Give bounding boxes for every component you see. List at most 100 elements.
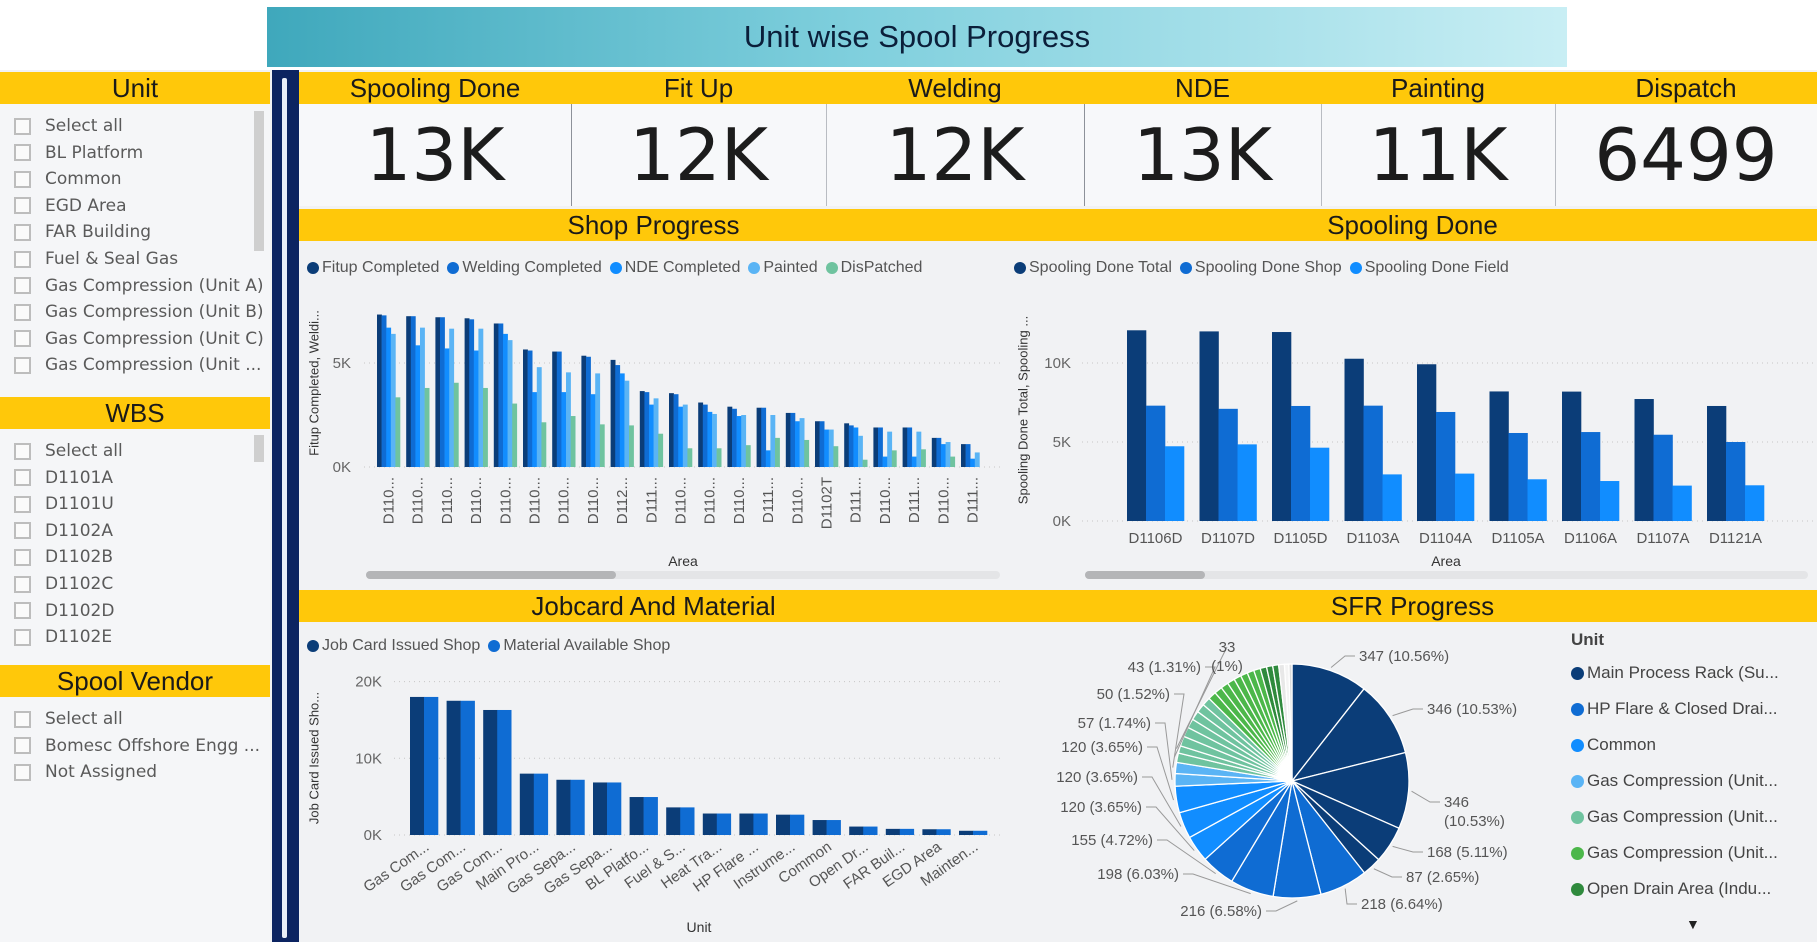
- slicer-item[interactable]: Gas Compression (Unit A): [14, 275, 263, 297]
- bar[interactable]: [483, 387, 488, 467]
- bar[interactable]: [666, 807, 681, 835]
- bar[interactable]: [911, 456, 917, 467]
- slicer-item[interactable]: Fuel & Seal Gas: [14, 248, 178, 270]
- bar[interactable]: [552, 351, 558, 467]
- bar[interactable]: [386, 327, 392, 467]
- bar[interactable]: [727, 406, 733, 467]
- bar[interactable]: [961, 444, 966, 467]
- bar[interactable]: [527, 350, 533, 467]
- bar[interactable]: [790, 412, 796, 467]
- checkbox[interactable]: [14, 602, 31, 620]
- bar[interactable]: [561, 392, 567, 467]
- bar[interactable]: [595, 373, 601, 467]
- bar[interactable]: [1146, 405, 1166, 521]
- slicer-item[interactable]: Gas Compression (Unit C): [14, 328, 264, 350]
- bar[interactable]: [1562, 391, 1582, 521]
- pie-slice[interactable]: [1290, 687, 1407, 783]
- bar[interactable]: [415, 345, 421, 467]
- horizontal-scrollbar[interactable]: [1085, 571, 1808, 579]
- slicer-item[interactable]: Gas Compression (Unit B): [14, 301, 264, 323]
- slicer-item[interactable]: BL Platform: [14, 142, 143, 164]
- bar[interactable]: [435, 317, 441, 467]
- slicer-item[interactable]: Common: [14, 168, 122, 190]
- bar[interactable]: [812, 820, 827, 835]
- bar[interactable]: [756, 407, 762, 467]
- legend-item[interactable]: Main Process Rack (Su...: [1571, 663, 1779, 683]
- bar[interactable]: [1382, 474, 1402, 521]
- bar[interactable]: [440, 317, 445, 467]
- legend-item[interactable]: Spooling Done Total: [1014, 259, 1172, 277]
- bar[interactable]: [610, 359, 616, 467]
- bar[interactable]: [1600, 481, 1620, 521]
- bar[interactable]: [965, 444, 971, 467]
- bar[interactable]: [921, 449, 926, 467]
- bar[interactable]: [878, 427, 883, 467]
- legend-scroll-down-icon[interactable]: ▼: [1686, 916, 1700, 932]
- legend-item[interactable]: Gas Compression (Unit...: [1571, 771, 1778, 791]
- bar[interactable]: [732, 408, 737, 467]
- bar[interactable]: [736, 416, 742, 467]
- bar[interactable]: [687, 448, 693, 467]
- checkbox[interactable]: [14, 575, 31, 593]
- checkbox[interactable]: [14, 117, 31, 135]
- checkbox[interactable]: [14, 442, 31, 460]
- bar[interactable]: [765, 450, 771, 467]
- bar[interactable]: [815, 421, 820, 467]
- checkbox[interactable]: [14, 170, 31, 188]
- checkbox[interactable]: [14, 710, 31, 728]
- bar[interactable]: [741, 415, 747, 467]
- bar[interactable]: [1417, 364, 1437, 521]
- bar[interactable]: [449, 328, 455, 467]
- bar[interactable]: [1436, 411, 1456, 521]
- bar[interactable]: [882, 456, 888, 467]
- slicer-item[interactable]: D1101U: [14, 493, 114, 515]
- bar[interactable]: [775, 437, 780, 467]
- bar[interactable]: [1165, 446, 1185, 521]
- bar[interactable]: [673, 394, 679, 467]
- bar[interactable]: [682, 404, 688, 467]
- bar[interactable]: [899, 828, 915, 835]
- bar[interactable]: [593, 782, 608, 835]
- checkbox[interactable]: [14, 330, 31, 348]
- bar[interactable]: [799, 418, 805, 467]
- bar[interactable]: [1672, 485, 1692, 521]
- bar[interactable]: [776, 814, 791, 835]
- bar[interactable]: [590, 394, 596, 467]
- legend-item[interactable]: Material Available Shop: [488, 637, 670, 655]
- bar[interactable]: [1237, 444, 1257, 521]
- bar[interactable]: [493, 323, 499, 467]
- bar[interactable]: [536, 367, 542, 467]
- bar[interactable]: [566, 372, 571, 467]
- bar[interactable]: [390, 333, 396, 467]
- legend-item[interactable]: Gas Compression (Unit...: [1571, 843, 1778, 863]
- bar[interactable]: [790, 814, 805, 835]
- checkbox[interactable]: [14, 250, 31, 268]
- bar[interactable]: [785, 412, 791, 467]
- bar[interactable]: [945, 442, 951, 467]
- bar[interactable]: [1272, 332, 1292, 521]
- legend-item[interactable]: Open Drain Area (Indu...: [1571, 879, 1771, 899]
- bar[interactable]: [853, 427, 859, 467]
- bar[interactable]: [712, 413, 717, 467]
- bar[interactable]: [410, 696, 425, 835]
- bar[interactable]: [424, 696, 439, 835]
- bar[interactable]: [907, 427, 913, 467]
- bar[interactable]: [1581, 432, 1601, 521]
- bar[interactable]: [739, 813, 754, 835]
- legend-item[interactable]: Painted: [748, 259, 818, 277]
- bar[interactable]: [377, 314, 382, 467]
- bar[interactable]: [1455, 473, 1475, 521]
- bar[interactable]: [959, 830, 974, 835]
- bar[interactable]: [478, 328, 484, 467]
- bar[interactable]: [406, 316, 412, 467]
- slicer-item[interactable]: FAR Building: [14, 221, 151, 243]
- slicer-item[interactable]: Bomesc Offshore Engg ...: [14, 735, 260, 757]
- bar[interactable]: [619, 373, 625, 467]
- bar[interactable]: [1127, 330, 1147, 521]
- slicer-unit-scrollbar[interactable]: [254, 111, 264, 251]
- slicer-item[interactable]: Gas Compression (Unit ...: [14, 354, 261, 376]
- bar[interactable]: [556, 779, 571, 835]
- bar[interactable]: [512, 403, 518, 467]
- pie-slice[interactable]: [1288, 663, 1293, 782]
- legend-item[interactable]: Common: [1571, 735, 1656, 755]
